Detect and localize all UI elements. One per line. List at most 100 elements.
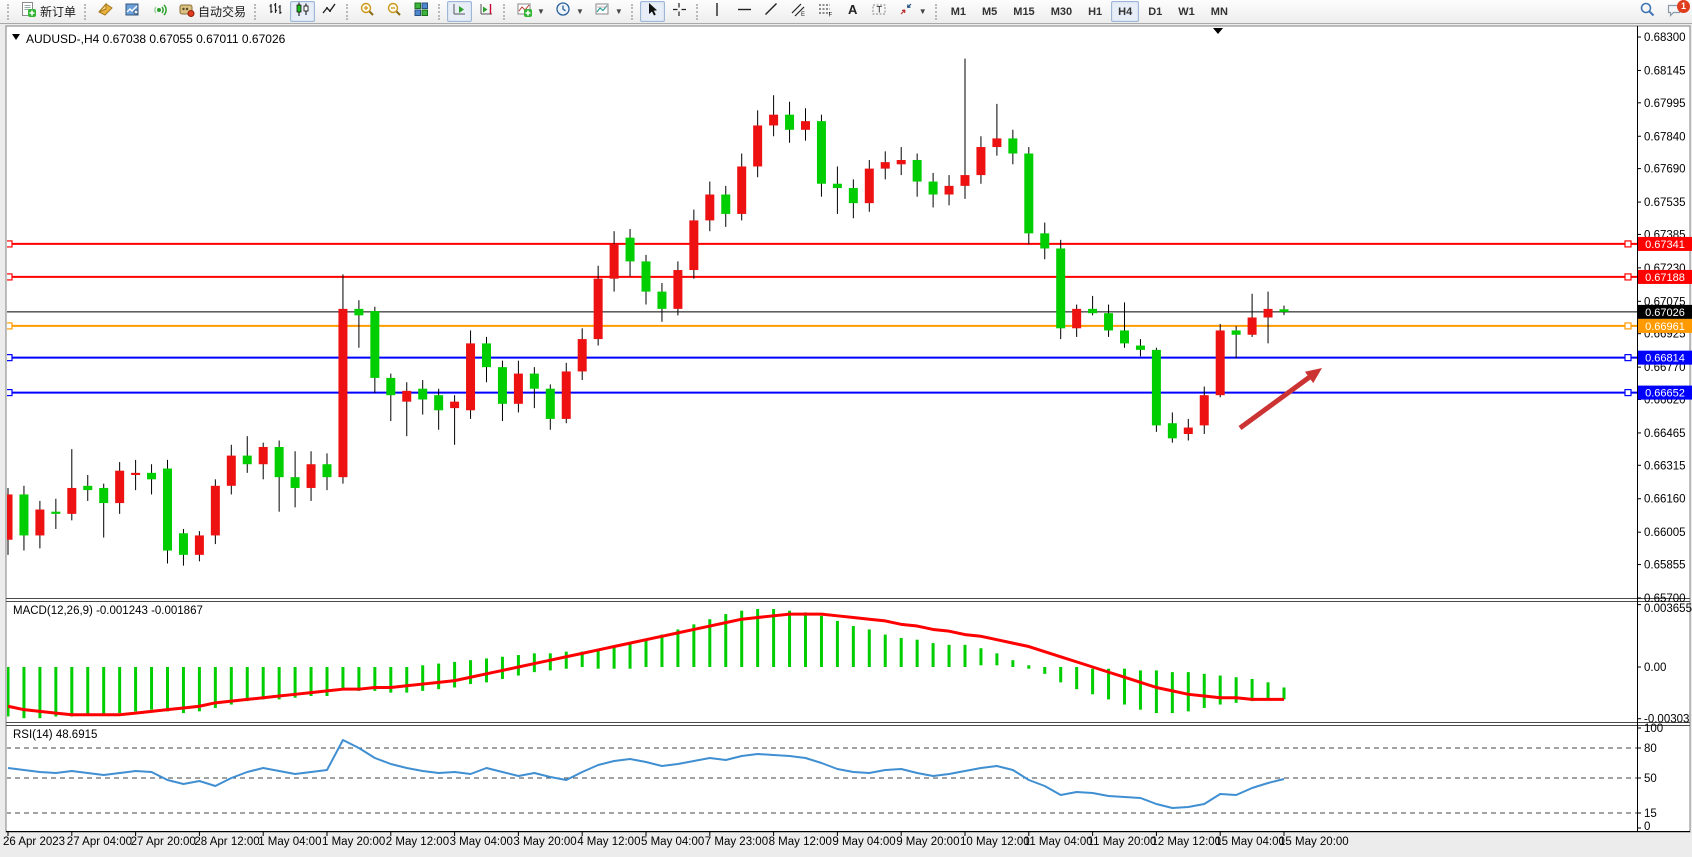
candle-body (1088, 308, 1098, 314)
toolbar-group-grip (695, 3, 701, 20)
macd-histogram-bar (1107, 668, 1111, 700)
candle-body (529, 373, 539, 389)
line-handle[interactable] (1624, 240, 1632, 248)
line-chart-button[interactable] (317, 1, 342, 22)
bar-chart-button[interactable] (263, 1, 288, 22)
candle-body (1040, 233, 1050, 249)
macd-histogram-bar (118, 667, 122, 714)
candle-body (816, 121, 826, 184)
timeframe-m30-button[interactable]: M30 (1044, 1, 1079, 22)
tile-windows-button[interactable] (409, 1, 434, 22)
macd-histogram-bar (437, 663, 441, 690)
chevron-down-icon[interactable]: ▼ (537, 7, 545, 16)
notifications-button[interactable]: 1 (1662, 0, 1690, 22)
timeframe-d1-button[interactable]: D1 (1141, 1, 1169, 22)
price-axis-label: 0.68300 (1644, 32, 1686, 44)
text-button[interactable]: A (840, 1, 865, 22)
timeframe-m5-button[interactable]: M5 (975, 1, 1004, 22)
macd-histogram-bar (979, 648, 983, 666)
timeframe-h4-button[interactable]: H4 (1111, 1, 1140, 22)
rsi-axis-label: 100 (1644, 723, 1663, 735)
timeframe-m1-button[interactable]: M1 (944, 1, 973, 22)
timeframe-label: H1 (1088, 5, 1103, 18)
macd-histogram-bar (54, 667, 58, 717)
periods-icon (555, 1, 572, 23)
arrows-button[interactable]: ▼ (894, 1, 931, 22)
candle-body (226, 455, 236, 486)
macd-histogram-bar (309, 667, 313, 697)
chevron-down-icon[interactable]: ▼ (918, 7, 927, 16)
line-handle[interactable] (1624, 354, 1632, 362)
signals-button[interactable] (147, 1, 172, 22)
data-window-button[interactable] (120, 1, 145, 22)
crosshair-button[interactable] (667, 1, 692, 22)
templates-button[interactable]: ▼ (590, 1, 627, 22)
time-axis-label: 3 May 20:00 (513, 836, 576, 848)
periods-button[interactable]: ▼ (551, 1, 588, 22)
crosshair-icon (671, 1, 688, 23)
svg-text:A: A (848, 2, 858, 17)
trend-arrow-annotation[interactable] (1238, 371, 1316, 431)
channel-button[interactable]: E (786, 1, 811, 22)
horizontal-line-button[interactable] (732, 1, 757, 22)
timeframe-w1-button[interactable]: W1 (1171, 1, 1202, 22)
indicators-button[interactable]: ▼ (512, 1, 549, 22)
time-axis-label: 27 Apr 04:00 (67, 836, 132, 848)
line-handle[interactable] (6, 322, 13, 330)
line-handle[interactable] (6, 240, 13, 248)
macd-histogram-bar (1250, 678, 1254, 702)
label-button[interactable]: T (867, 1, 892, 22)
macd-histogram-bar (548, 653, 552, 671)
zoom-out-button[interactable] (382, 1, 407, 22)
candle-body (210, 485, 220, 536)
signals-icon (151, 1, 168, 23)
chevron-down-icon[interactable]: ▼ (575, 7, 584, 16)
timeframe-label: D1 (1148, 5, 1163, 18)
chart-shift-button[interactable] (474, 1, 499, 22)
macd-histogram-bar (660, 634, 664, 667)
timeframe-label: M1 (950, 5, 966, 18)
fibonacci-button[interactable]: F (813, 1, 838, 22)
chart-shift-marker-icon[interactable] (1213, 28, 1223, 34)
line-handle[interactable] (6, 388, 13, 397)
trendline-button[interactable] (759, 1, 784, 22)
macd-histogram-bar (756, 608, 760, 667)
macd-histogram-bar (405, 667, 409, 693)
line-handle[interactable] (6, 273, 13, 281)
line-handle[interactable] (1624, 273, 1632, 281)
zoom-in-button[interactable] (355, 1, 380, 22)
market-watch-button[interactable] (93, 1, 118, 22)
vertical-line-button[interactable] (705, 1, 730, 22)
toolbar-group-grip (630, 3, 636, 20)
candlestick-chart-button[interactable] (290, 1, 316, 22)
search-button[interactable] (1635, 1, 1660, 22)
macd-histogram-bar (963, 644, 967, 667)
macd-histogram-bar (1091, 668, 1095, 695)
macd-histogram-bar (181, 667, 185, 714)
chevron-down-icon[interactable]: ▼ (614, 7, 623, 16)
timeframe-m15-button[interactable]: M15 (1006, 1, 1041, 22)
new-order-button[interactable]: 新订单 (16, 1, 80, 22)
candle-body (306, 464, 316, 488)
line-handle[interactable] (1624, 322, 1632, 330)
price-axis-label: 0.67840 (1644, 131, 1686, 143)
timeframe-h1-button[interactable]: H1 (1081, 1, 1109, 22)
candle-body (322, 464, 332, 478)
time-axis-label: 27 Apr 20:00 (131, 836, 196, 848)
chart-client-area (5, 25, 1691, 833)
line-handle[interactable] (1624, 388, 1632, 397)
candle-body (497, 367, 507, 404)
line-handle[interactable] (6, 354, 13, 362)
svg-text:E: E (801, 12, 805, 18)
auto-scroll-button[interactable] (447, 1, 473, 22)
cursor-button[interactable] (639, 1, 665, 22)
macd-histogram-bar (676, 629, 680, 667)
timeframe-mn-button[interactable]: MN (1204, 1, 1235, 22)
candle-body (290, 477, 300, 488)
candle-body (242, 455, 252, 465)
macd-histogram-bar (293, 667, 297, 698)
chart-collapse-icon[interactable] (12, 34, 20, 40)
price-tag-label: 0.66814 (1645, 353, 1685, 365)
autotrading-button[interactable]: 自动交易 (174, 1, 250, 22)
